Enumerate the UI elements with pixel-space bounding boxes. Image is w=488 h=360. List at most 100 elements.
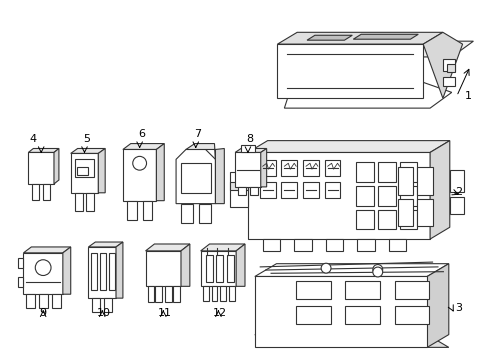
Bar [397, 167, 412, 195]
Bar [165, 286, 172, 302]
Bar [296, 282, 330, 299]
Bar [142, 201, 152, 220]
Bar [281, 160, 297, 176]
Bar [388, 239, 406, 251]
Bar [216, 255, 223, 282]
Bar [235, 152, 260, 187]
Polygon shape [306, 35, 351, 40]
Bar [325, 239, 343, 251]
Bar [399, 162, 416, 182]
Polygon shape [254, 276, 426, 347]
Bar [100, 253, 106, 290]
Polygon shape [28, 148, 59, 152]
Bar [88, 247, 116, 298]
Polygon shape [426, 264, 448, 347]
Polygon shape [305, 41, 472, 57]
Bar [202, 286, 208, 301]
Bar [442, 59, 454, 71]
Polygon shape [54, 148, 59, 184]
Polygon shape [254, 264, 448, 276]
Bar [145, 251, 181, 286]
Polygon shape [284, 41, 451, 108]
Bar [75, 159, 94, 177]
Bar [18, 278, 23, 287]
Polygon shape [71, 148, 105, 153]
Bar [249, 187, 257, 195]
Bar [442, 77, 454, 86]
Polygon shape [254, 334, 448, 347]
Bar [303, 160, 318, 176]
Bar [126, 201, 137, 220]
Bar [324, 160, 340, 176]
Polygon shape [23, 247, 71, 253]
Bar [259, 160, 275, 176]
Bar [416, 199, 432, 226]
Circle shape [372, 267, 382, 277]
Bar [86, 193, 94, 211]
Text: 7: 7 [194, 129, 201, 139]
Text: 8: 8 [246, 134, 253, 144]
Bar [32, 184, 39, 200]
Bar [230, 182, 247, 190]
Bar [211, 286, 217, 301]
Bar [416, 167, 432, 195]
Bar [71, 153, 98, 193]
Text: 12: 12 [213, 308, 227, 318]
Bar [357, 239, 374, 251]
Polygon shape [260, 148, 266, 187]
Text: 5: 5 [83, 134, 90, 144]
Bar [397, 199, 412, 226]
Bar [28, 152, 54, 184]
Bar [92, 298, 100, 312]
Bar [399, 186, 416, 206]
Bar [122, 149, 156, 201]
Bar [181, 163, 210, 193]
Polygon shape [236, 244, 244, 286]
Polygon shape [63, 247, 71, 294]
Polygon shape [176, 149, 215, 204]
Bar [77, 167, 88, 175]
Bar [394, 306, 428, 324]
Bar [155, 286, 162, 302]
Bar [227, 255, 234, 282]
Bar [377, 186, 395, 206]
Bar [104, 298, 112, 312]
Polygon shape [230, 172, 247, 207]
Bar [356, 186, 373, 206]
Bar [238, 187, 245, 195]
Bar [43, 184, 50, 200]
Text: 6: 6 [138, 129, 145, 139]
Circle shape [35, 260, 51, 275]
Bar [198, 204, 210, 223]
Polygon shape [156, 144, 164, 201]
Bar [449, 197, 463, 215]
Bar [281, 182, 297, 198]
Polygon shape [185, 144, 215, 159]
Bar [205, 255, 212, 282]
Polygon shape [215, 148, 224, 204]
Bar [229, 286, 235, 301]
Bar [220, 286, 226, 301]
Polygon shape [247, 141, 449, 152]
Bar [52, 294, 61, 308]
Polygon shape [98, 148, 105, 193]
Bar [449, 170, 463, 192]
Bar [296, 306, 330, 324]
Polygon shape [352, 34, 417, 39]
Bar [394, 282, 428, 299]
Bar [39, 294, 48, 308]
Text: 2: 2 [454, 187, 461, 197]
Polygon shape [277, 44, 422, 98]
Bar [200, 251, 236, 286]
Bar [241, 145, 254, 152]
Bar [446, 64, 454, 72]
Polygon shape [429, 141, 449, 239]
Bar [109, 253, 115, 290]
Bar [91, 253, 97, 290]
Bar [23, 253, 63, 294]
Bar [75, 193, 82, 211]
Bar [324, 182, 340, 198]
Bar [181, 204, 192, 223]
Bar [294, 239, 311, 251]
Bar [18, 258, 23, 267]
